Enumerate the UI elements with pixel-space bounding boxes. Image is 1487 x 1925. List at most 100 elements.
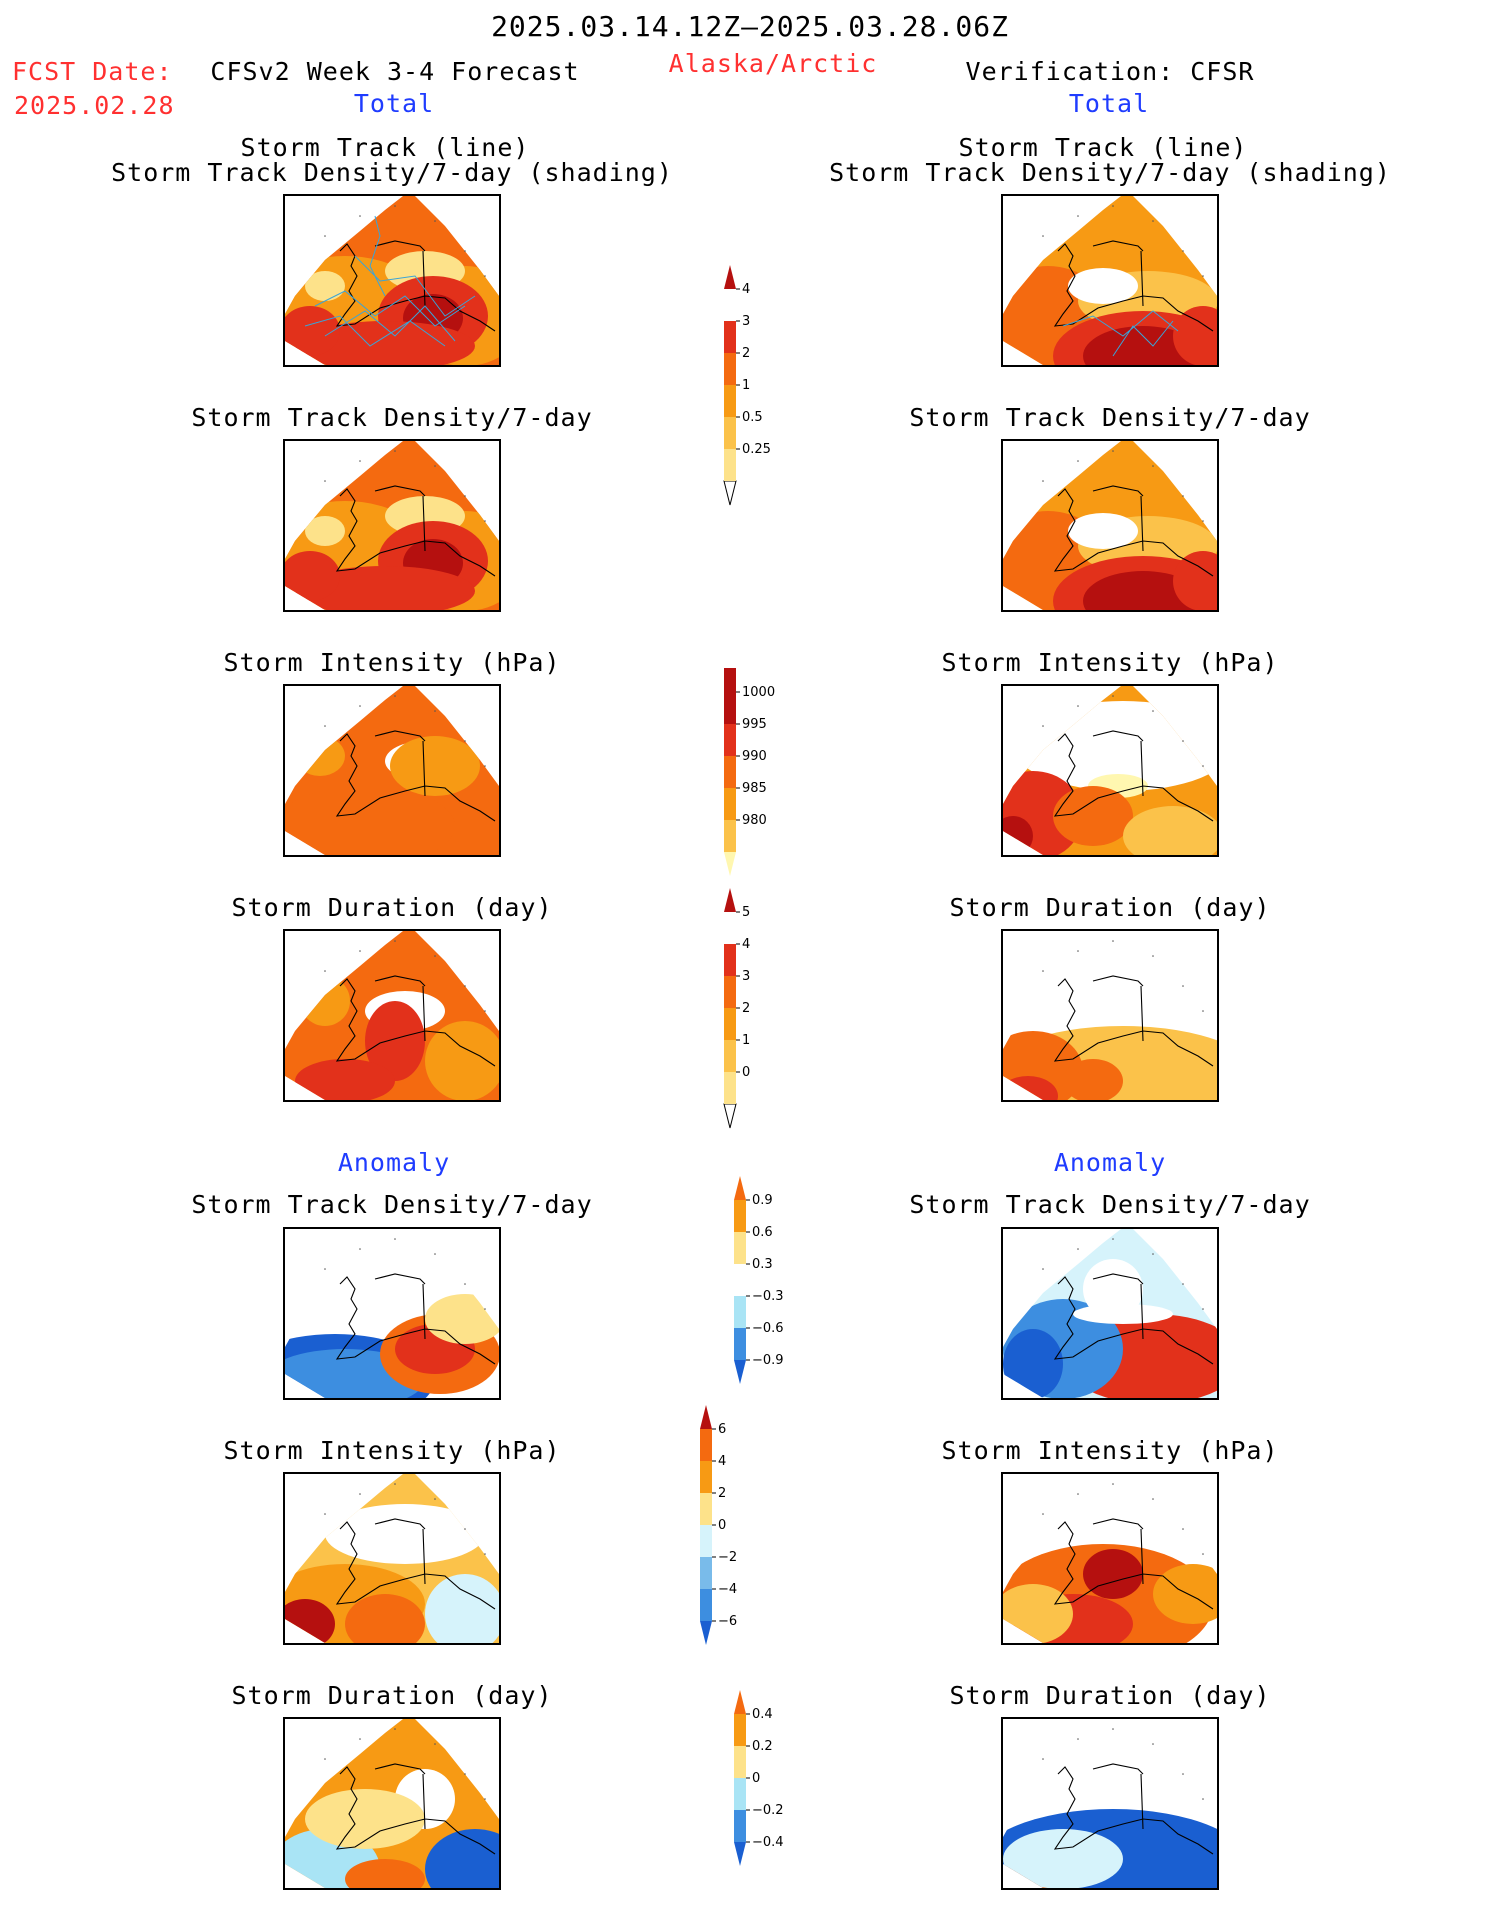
- map-image: [285, 196, 499, 365]
- map-image: [1003, 1474, 1217, 1643]
- coastline: [335, 240, 496, 332]
- right-anom-duration-title: Storm Duration (day): [949, 1681, 1271, 1710]
- colorbar-segment: [724, 944, 736, 976]
- colorbar-tick-label: 3: [742, 314, 750, 329]
- colorbar-tick-label: 2: [718, 1486, 726, 1501]
- colorbar-tick-label: 990: [742, 749, 767, 764]
- colorbar-tick-label: 0.2: [752, 1739, 773, 1754]
- left-track-shading-title: Storm Track Density/7-day (shading): [111, 158, 673, 187]
- colorbar-segment: [724, 788, 736, 820]
- coastline: [335, 975, 496, 1067]
- colorbar-segment: [734, 1842, 746, 1866]
- colorbar-intensity-total: 1000 995 990 985 980: [724, 668, 794, 880]
- right-anomaly-label: Anomaly: [1053, 1148, 1167, 1177]
- colorbar-segment: [734, 1360, 746, 1384]
- colorbar-segment: [723, 480, 737, 506]
- map-image: [1003, 441, 1217, 610]
- colorbar-svg: 4 3 2 1 0.5 0.25: [723, 265, 771, 506]
- colorbar-segment: [700, 1557, 712, 1589]
- colorbar-segment: [734, 1296, 746, 1328]
- colorbar-segment: [724, 353, 736, 385]
- colorbar-segment: [734, 1746, 746, 1778]
- map-panel-verif-anom-density: [1001, 1227, 1219, 1400]
- coastline: [335, 730, 496, 822]
- coastline: [335, 485, 496, 577]
- colorbar-tick-label: 0.5: [742, 410, 763, 425]
- colorbar-segment: [734, 1328, 746, 1360]
- colorbar-tick-label: 3: [742, 969, 750, 984]
- map-panel-verif-anom-duration: [1001, 1717, 1219, 1890]
- colorbar-segment: [724, 321, 736, 353]
- colorbar-segment: [700, 1621, 712, 1645]
- colorbar-segment: [724, 820, 736, 852]
- colorbar-tick-label: 0.25: [742, 442, 771, 457]
- colorbar-segment: [724, 1008, 736, 1040]
- colorbar-tick-label: 0.9: [752, 1193, 773, 1208]
- colorbar-tick-label: 985: [742, 781, 767, 796]
- map-image: [285, 686, 499, 855]
- coastline: [1053, 1273, 1214, 1365]
- colorbar-duration-total: 5 4 3 2 1 0: [723, 888, 794, 1132]
- colorbar-tick-label: 1: [742, 378, 750, 393]
- map-panel-fcst-anom-density: [283, 1227, 501, 1400]
- colorbar-tick-label: 995: [742, 717, 767, 732]
- map-panel-verif-track: [1001, 194, 1219, 367]
- right-density-title: Storm Track Density/7-day: [909, 403, 1311, 432]
- colorbar-segment: [734, 1778, 746, 1810]
- colorbar-density-total: 4 3 2 1 0.5 0.25: [723, 265, 794, 509]
- colorbar-segment: [734, 1200, 746, 1232]
- colorbar-tick-label: −0.4: [752, 1835, 784, 1850]
- map-image: [1003, 1229, 1217, 1398]
- colorbar-tick-label: −0.3: [752, 1289, 784, 1304]
- map-panel-fcst-duration: [283, 929, 501, 1102]
- left-anom-density-title: Storm Track Density/7-day: [191, 1190, 593, 1219]
- coastline: [1053, 240, 1214, 332]
- map-image: [285, 1229, 499, 1398]
- forecast-title: CFSv2 Week 3-4 Forecast: [210, 57, 580, 86]
- left-density-title: Storm Track Density/7-day: [191, 403, 593, 432]
- colorbar-segment: [700, 1493, 712, 1525]
- colorbar-segment: [723, 1103, 737, 1129]
- colorbar-segment: [724, 724, 736, 756]
- colorbar-segment: [724, 1040, 736, 1072]
- right-track-line-title: Storm Track (line): [958, 133, 1248, 162]
- coastline: [1053, 485, 1214, 577]
- colorbar-segment: [734, 1690, 746, 1714]
- map-image: [1003, 196, 1217, 365]
- colorbar-tick-label: 0.6: [752, 1225, 773, 1240]
- left-duration-title: Storm Duration (day): [231, 893, 553, 922]
- colorbar-svg: 1000 995 990 985 980: [724, 668, 775, 876]
- map-image: [285, 1719, 499, 1888]
- colorbar-tick-label: 0: [718, 1518, 726, 1533]
- colorbar-tick-label: −0.2: [752, 1803, 784, 1818]
- right-intensity-title: Storm Intensity (hPa): [941, 648, 1279, 677]
- colorbar-tick-label: 4: [718, 1454, 726, 1469]
- colorbar-segment: [724, 385, 736, 417]
- page-title: 2025.03.14.12Z—2025.03.28.06Z: [491, 10, 1009, 43]
- colorbar-segment: [724, 852, 736, 876]
- region-label: Alaska/Arctic: [668, 49, 878, 78]
- colorbar-segment: [734, 1232, 746, 1264]
- colorbar-segment: [724, 265, 736, 289]
- map-image: [1003, 1719, 1217, 1888]
- coastline: [335, 1518, 496, 1610]
- colorbar-segment: [734, 1176, 746, 1200]
- colorbar-segment: [734, 1264, 746, 1296]
- right-anom-density-title: Storm Track Density/7-day: [909, 1190, 1311, 1219]
- left-anomaly-label: Anomaly: [337, 1148, 451, 1177]
- colorbar-tick-label: 0.3: [752, 1257, 773, 1272]
- map-panel-fcst-intensity: [283, 684, 501, 857]
- map-panel-fcst-track: [283, 194, 501, 367]
- coastline: [1053, 975, 1214, 1067]
- right-total-label: Total: [1068, 89, 1150, 118]
- fcst-date-label: FCST Date:: [12, 57, 173, 86]
- map-image: [285, 441, 499, 610]
- coastline: [335, 1763, 496, 1855]
- colorbar-segment: [724, 1072, 736, 1104]
- coastline: [1053, 1518, 1214, 1610]
- map-panel-verif-intensity: [1001, 684, 1219, 857]
- right-track-shading-title: Storm Track Density/7-day (shading): [829, 158, 1391, 187]
- map-panel-verif-anom-intensity: [1001, 1472, 1219, 1645]
- coastline: [335, 1273, 496, 1365]
- colorbar-segment: [734, 1714, 746, 1746]
